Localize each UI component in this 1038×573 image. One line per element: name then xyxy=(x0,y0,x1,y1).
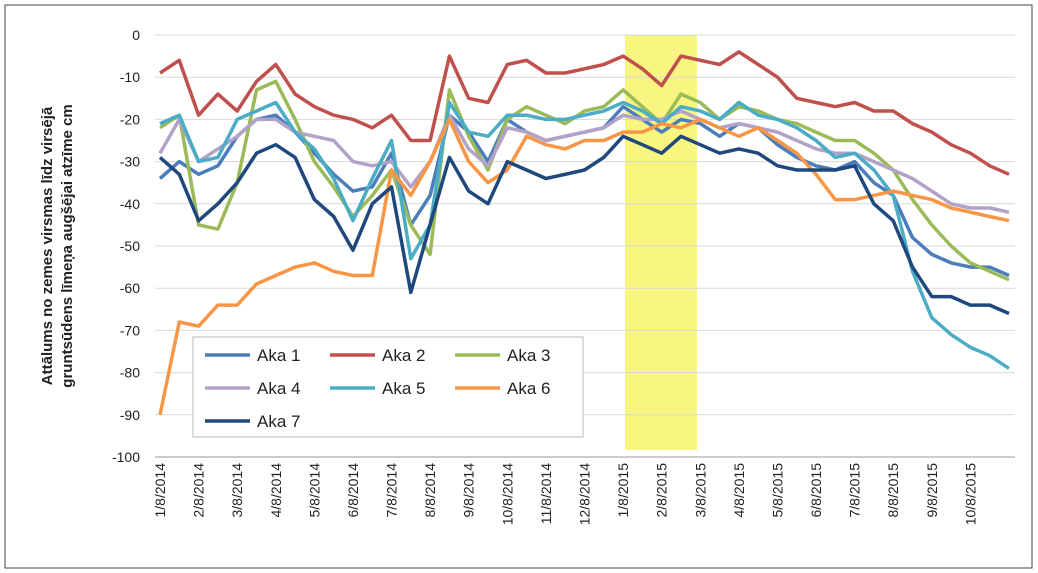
x-tick-label: 9/8/2014 xyxy=(461,463,477,518)
x-tick-label: 6/8/2015 xyxy=(808,463,824,518)
y-tick-label: -10 xyxy=(120,69,140,85)
x-tick-label: 7/8/2014 xyxy=(384,463,400,518)
x-tick-label: 4/8/2015 xyxy=(731,463,747,518)
series-line xyxy=(159,100,1010,370)
x-tick-label: 1/8/2014 xyxy=(152,463,168,518)
x-tick-label: 3/8/2014 xyxy=(229,463,245,518)
x-tick-label: 4/8/2014 xyxy=(268,463,284,518)
x-tick-label: 7/8/2015 xyxy=(847,463,863,518)
legend-label: Aka 5 xyxy=(382,379,425,398)
y-tick-label: -20 xyxy=(120,111,140,127)
x-tick-label: 11/8/2014 xyxy=(538,463,554,524)
x-tick-label: 6/8/2014 xyxy=(345,463,361,518)
y-tick-label: -70 xyxy=(120,322,140,338)
y-tick-label: -80 xyxy=(120,365,140,381)
x-tick-label: 12/8/2014 xyxy=(577,463,593,525)
legend-label: Aka 6 xyxy=(507,379,550,398)
x-tick-label: 3/8/2015 xyxy=(692,463,708,518)
frame xyxy=(4,4,1033,569)
y-tick-label: -90 xyxy=(120,407,140,423)
y-tick-label: -40 xyxy=(120,196,140,212)
y-tick-label: -60 xyxy=(120,280,140,296)
lines xyxy=(158,50,1010,416)
x-tick-label: 9/8/2015 xyxy=(924,463,940,518)
y-axis-label: Attālums no zemes virsmas līdz virsējā xyxy=(39,106,56,385)
grid: 0 -10 -20 -30 -40 -50 -60 -70 -80 -90 -100 1/8/2014… xyxy=(112,27,1015,525)
legend-label: Aka 1 xyxy=(257,346,300,365)
x-tick-label: 10/8/2015 xyxy=(962,463,978,525)
legend-label: Aka 7 xyxy=(257,412,300,431)
legend-entries: Aka 1 Aka 2 Aka 3 Aka 4 Aka 5 Aka 6 Aka 7 xyxy=(205,346,550,431)
series-line xyxy=(159,50,1010,176)
x-tick-label: 8/8/2015 xyxy=(885,463,901,518)
y-tick-label: -30 xyxy=(120,154,140,170)
series-line xyxy=(158,109,1010,214)
series-line xyxy=(158,134,1010,316)
y-tick-label: 0 xyxy=(132,27,140,43)
x-tick-label: 2/8/2014 xyxy=(191,463,207,518)
legend xyxy=(192,336,584,438)
y-tick-label: -100 xyxy=(112,449,140,465)
series-line xyxy=(158,117,1010,416)
x-tick-label: 1/8/2015 xyxy=(615,463,631,518)
legend-label: Aka 2 xyxy=(382,346,425,365)
x-tick-label: 2/8/2015 xyxy=(654,463,670,518)
y-tick-label: -50 xyxy=(120,238,140,254)
x-tick-label: 5/8/2015 xyxy=(769,463,785,518)
x-tick-label: 5/8/2014 xyxy=(306,463,322,518)
x-tick-label: 8/8/2014 xyxy=(422,463,438,518)
legend-label: Aka 4 xyxy=(257,379,300,398)
y-axis-label: gruntsūdens līmeņa augšējai atzīme cm xyxy=(59,104,76,387)
x-tick-label: 10/8/2014 xyxy=(499,463,515,525)
legend-label: Aka 3 xyxy=(507,346,550,365)
